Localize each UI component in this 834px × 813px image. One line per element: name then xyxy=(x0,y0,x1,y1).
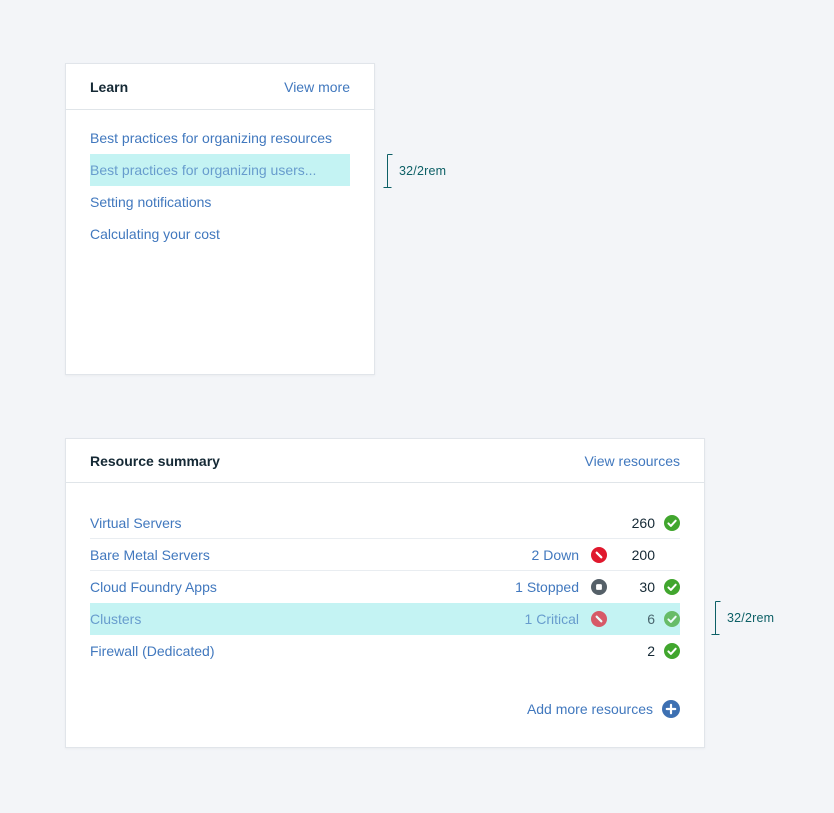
resource-row: Cloud Foundry Apps 1 Stopped 30 xyxy=(90,571,680,603)
spacing-bracket-icon xyxy=(711,601,722,635)
add-plus-icon[interactable] xyxy=(662,700,680,718)
resource-row: Bare Metal Servers 2 Down 200 xyxy=(90,539,680,571)
resource-count: 6 xyxy=(647,611,655,627)
resource-card-header: Resource summary View resources xyxy=(66,439,704,483)
resource-status-link[interactable]: 1 Critical xyxy=(524,611,579,627)
check-ok-icon xyxy=(664,643,680,659)
resource-summary-card: Resource summary View resources Virtual … xyxy=(65,438,705,748)
resource-row: Virtual Servers 260 xyxy=(90,507,680,539)
spacing-annotation-learn: 32/2rem xyxy=(383,154,446,188)
status-critical-icon xyxy=(591,546,607,563)
learn-list-item[interactable]: Setting notifications xyxy=(90,186,350,218)
learn-list-item[interactable]: Best practices for organizing users... xyxy=(90,154,350,186)
learn-list: Best practices for organizing resources … xyxy=(66,110,374,250)
resource-card-title: Resource summary xyxy=(90,452,220,469)
resource-status: 1 Critical xyxy=(525,611,607,627)
check-ok-icon xyxy=(664,514,680,531)
learn-item-link[interactable]: Calculating your cost xyxy=(90,226,220,242)
resource-name-link[interactable]: Bare Metal Servers xyxy=(90,546,210,563)
resource-status: 2 Down xyxy=(531,546,607,563)
resource-status: 1 Stopped xyxy=(515,579,607,595)
resource-card-footer: Add more resources xyxy=(66,700,704,718)
resource-count: 30 xyxy=(639,579,655,595)
learn-card-title: Learn xyxy=(90,78,129,95)
resource-name-link[interactable]: Cloud Foundry Apps xyxy=(90,579,217,595)
learn-list-item[interactable]: Best practices for organizing resources xyxy=(90,122,350,154)
resource-count: 260 xyxy=(631,514,655,531)
learn-item-link[interactable]: Best practices for organizing users... xyxy=(90,162,317,178)
resource-name-link[interactable]: Virtual Servers xyxy=(90,514,182,531)
resource-rows: Virtual Servers 260 Ba xyxy=(66,483,704,667)
resource-row: Firewall (Dedicated) 2 xyxy=(90,635,680,667)
status-stopped-icon xyxy=(591,579,607,595)
learn-card-header: Learn View more xyxy=(66,64,374,110)
learn-item-link[interactable]: Best practices for organizing resources xyxy=(90,130,332,146)
resource-status-link[interactable]: 2 Down xyxy=(531,546,579,563)
resource-name-link[interactable]: Clusters xyxy=(90,611,142,627)
status-critical-icon xyxy=(591,611,607,627)
spacing-label: 32/2rem xyxy=(399,164,447,178)
view-resources-link[interactable]: View resources xyxy=(584,452,680,469)
resource-row: Clusters 1 Critical 6 xyxy=(90,603,680,635)
check-ok-icon xyxy=(664,579,680,595)
spacing-bracket-icon xyxy=(383,154,394,188)
resource-count: 200 xyxy=(631,546,655,563)
spacing-annotation-resource: 32/2rem xyxy=(711,601,774,635)
add-more-resources-link[interactable]: Add more resources xyxy=(526,701,653,717)
resource-name-link[interactable]: Firewall (Dedicated) xyxy=(90,643,215,659)
view-more-link[interactable]: View more xyxy=(284,78,350,95)
resource-status-link[interactable]: 1 Stopped xyxy=(515,579,579,595)
learn-card: Learn View more Best practices for organ… xyxy=(65,63,375,375)
spacing-label: 32/2rem xyxy=(727,611,775,625)
check-ok-icon xyxy=(664,611,680,627)
resource-count: 2 xyxy=(647,643,655,659)
learn-list-item[interactable]: Calculating your cost xyxy=(90,218,350,250)
learn-item-link[interactable]: Setting notifications xyxy=(90,194,212,210)
